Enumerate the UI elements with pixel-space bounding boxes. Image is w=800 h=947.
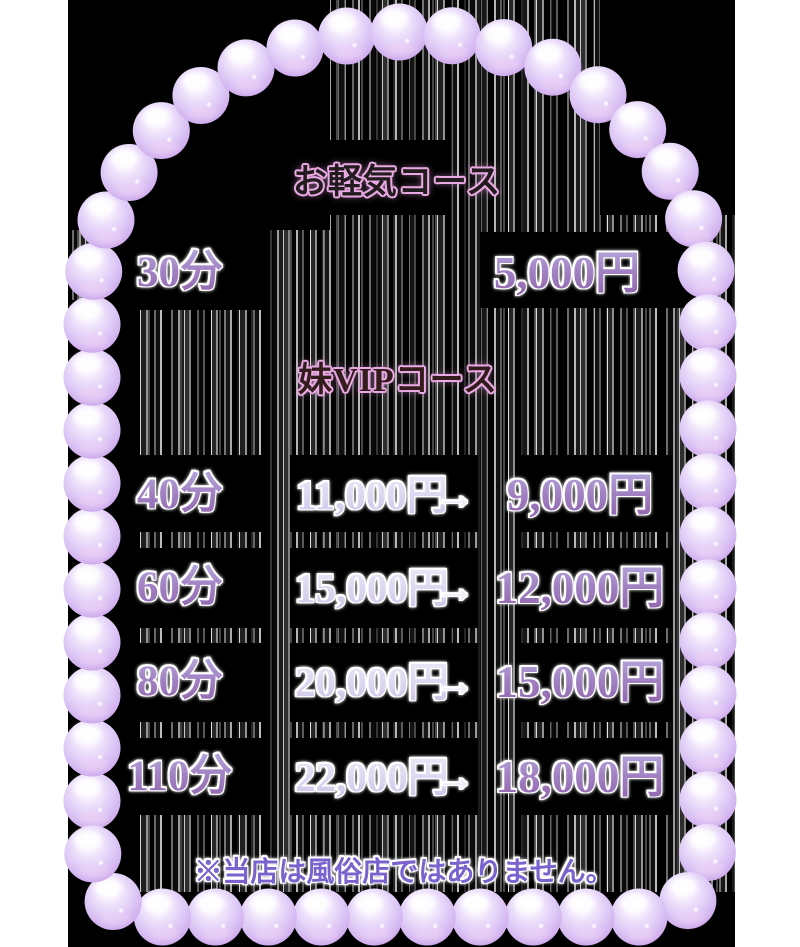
light-course-row: 30分 5,000円 <box>0 242 800 304</box>
vip-price-row: 40分 11,000円 → 9,000円 <box>0 464 800 526</box>
glitch-patch <box>105 738 263 815</box>
glitch-patch <box>600 0 735 215</box>
regular-price: 11,000円 <box>296 464 448 526</box>
glitch-patch <box>105 548 263 628</box>
glitch-patch <box>105 643 263 722</box>
discounted-price: 15,000円 <box>496 651 665 713</box>
light-course-title: お軽気コース <box>292 164 502 201</box>
discounted-price: 18,000円 <box>496 746 665 808</box>
glitch-patch <box>518 548 672 628</box>
footer-note: ※当店は風俗店ではありません。 <box>194 857 614 888</box>
discounted-price: 12,000円 <box>496 557 665 619</box>
glitch-patch <box>518 643 672 722</box>
glitch-patch <box>518 738 672 815</box>
regular-price: 15,000円 <box>295 557 449 619</box>
duration-label: 80分 <box>137 651 223 713</box>
duration-label: 60分 <box>137 557 223 619</box>
glitch-patch <box>290 548 478 628</box>
duration-label: 30分 <box>137 242 223 304</box>
discounted-price: 9,000円 <box>507 464 653 526</box>
glitch-patch <box>480 232 700 308</box>
duration-label: 40分 <box>137 464 223 526</box>
price-arrow: → <box>434 472 476 518</box>
glitch-patch <box>105 455 263 532</box>
duration-label: 110分 <box>127 746 232 808</box>
vip-price-row: 110分 22,000円 → 18,000円 <box>0 746 800 808</box>
price-arrow: → <box>434 754 476 800</box>
regular-price: 20,000円 <box>295 651 449 713</box>
vip-course-title: 妹VIPコース <box>298 362 498 399</box>
glitch-patch <box>290 738 478 815</box>
glitch-patch <box>290 643 478 722</box>
vip-price-row: 60分 15,000円 → 12,000円 <box>0 557 800 619</box>
glitch-patch <box>240 140 447 215</box>
glitch-patch <box>290 455 478 532</box>
glitch-patch <box>68 892 735 947</box>
regular-price: 22,000円 <box>295 746 449 808</box>
vip-price-row: 80分 20,000円 → 15,000円 <box>0 651 800 713</box>
price-label: 5,000円 <box>494 242 640 304</box>
price-arrow: → <box>434 659 476 705</box>
price-arrow: → <box>434 565 476 611</box>
glitch-patch <box>518 455 672 532</box>
